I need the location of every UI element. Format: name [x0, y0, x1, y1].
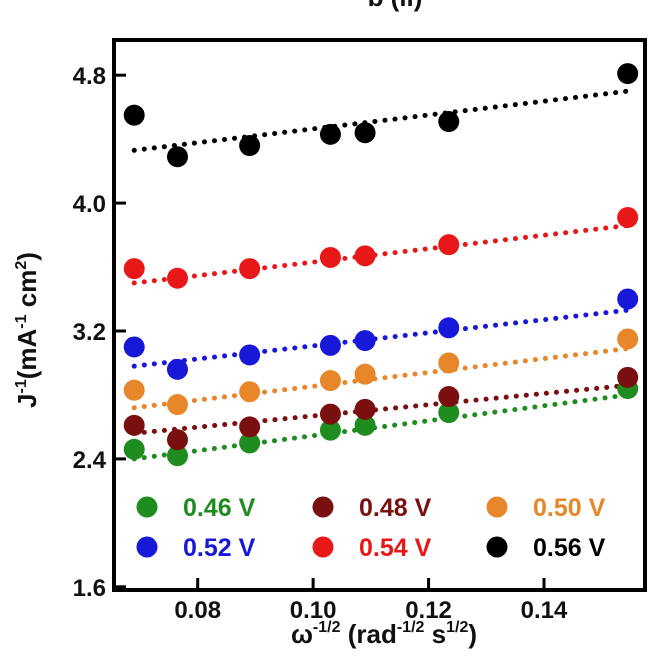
fit-line	[131, 222, 631, 286]
data-point	[438, 234, 460, 256]
data-point	[617, 366, 639, 388]
x-axis-title-base: ω	[291, 619, 313, 649]
x-axis-title-base-sup: -1/2	[313, 619, 341, 636]
data-point	[354, 122, 376, 144]
data-point	[354, 414, 376, 436]
data-point	[239, 416, 261, 438]
y-tick-label: 4.0	[73, 191, 106, 218]
data-point	[239, 135, 261, 157]
x-axis-title-unit-close: )	[468, 619, 477, 649]
data-point	[354, 245, 376, 267]
data-point	[319, 246, 341, 268]
y-axis-title-unit-sup2: 2	[13, 261, 30, 270]
legend-marker	[136, 536, 158, 558]
data-point	[617, 63, 639, 85]
data-point	[123, 258, 145, 280]
data-point	[354, 363, 376, 385]
data-point	[319, 123, 341, 145]
data-point	[438, 386, 460, 408]
data-point	[438, 111, 460, 133]
y-axis-title-base: J	[12, 393, 42, 407]
data-point	[166, 146, 188, 168]
data-points	[123, 63, 639, 467]
legend-marker	[136, 496, 158, 518]
legend-label: 0.54 V	[359, 534, 432, 562]
x-axis-title-unit-sup1: -1/2	[397, 619, 425, 636]
fit-line	[131, 392, 631, 462]
x-axis-title-unit-open: (rad	[341, 619, 397, 649]
legend-label: 0.52 V	[183, 534, 256, 562]
y-axis-title-unit-sup1: -1	[13, 314, 30, 328]
data-point	[617, 206, 639, 228]
x-tick-label: 0.08	[174, 597, 221, 624]
x-axis-title: ω-1/2 (rad-1/2 s1/2)	[291, 619, 477, 649]
data-point	[123, 379, 145, 401]
y-axis: 1.6 2.4 3.2 4.0 4.8	[73, 63, 126, 602]
y-axis-title-unit-open: (mA	[12, 328, 42, 379]
y-axis-title: J-1(mA-1 cm2)	[12, 252, 42, 408]
y-axis-title-base-sup: -1	[13, 379, 30, 393]
x-axis-title-unit-mid: s	[424, 619, 446, 649]
data-point	[123, 104, 145, 126]
y-tick-label: 4.8	[73, 63, 106, 90]
y-axis-title-unit-close: )	[12, 252, 42, 261]
data-point	[438, 352, 460, 374]
data-point	[166, 429, 188, 451]
panel-label: b (ii)	[368, 0, 423, 12]
legend-marker	[312, 536, 334, 558]
data-point	[319, 334, 341, 356]
data-point	[166, 267, 188, 289]
fit-lines	[131, 88, 631, 462]
data-point	[239, 381, 261, 403]
data-point	[617, 288, 639, 310]
data-point	[166, 445, 188, 467]
data-point	[319, 403, 341, 425]
legend-marker	[312, 496, 334, 518]
y-tick-label: 3.2	[73, 319, 106, 346]
data-point	[617, 328, 639, 350]
data-point	[239, 344, 261, 366]
fit-line	[131, 307, 631, 369]
fit-line	[131, 346, 631, 411]
legend-label: 0.56 V	[533, 534, 606, 562]
x-tick-label: 0.14	[521, 597, 568, 624]
plot-frame	[112, 38, 647, 592]
data-point	[123, 336, 145, 358]
data-point	[319, 419, 341, 441]
x-tick-label: 0.10	[290, 597, 337, 624]
x-tick-label: 0.12	[405, 597, 452, 624]
x-axis: 0.08 0.10 0.12 0.14	[174, 578, 568, 624]
data-point	[354, 330, 376, 352]
legend-label: 0.48 V	[359, 494, 432, 522]
y-tick-label: 1.6	[73, 575, 106, 602]
y-axis-title-unit-mid: cm	[12, 270, 42, 315]
data-point	[123, 414, 145, 436]
data-point	[123, 438, 145, 460]
data-point	[319, 370, 341, 392]
data-point	[354, 398, 376, 420]
data-point	[239, 432, 261, 454]
data-point	[239, 258, 261, 280]
data-point	[438, 402, 460, 424]
x-axis-title-unit-sup2: 1/2	[446, 619, 468, 636]
legend-label: 0.50 V	[533, 494, 606, 522]
fit-line	[131, 88, 631, 153]
fit-line	[131, 382, 631, 436]
legend-marker	[486, 536, 508, 558]
data-point	[166, 394, 188, 416]
y-tick-label: 2.4	[73, 447, 107, 474]
legend: 0.46 V 0.48 V 0.50 V 0.52 V 0.54 V 0.56 V	[136, 494, 606, 562]
legend-marker	[486, 496, 508, 518]
data-point	[166, 358, 188, 380]
data-point	[438, 317, 460, 339]
legend-label: 0.46 V	[183, 494, 256, 522]
